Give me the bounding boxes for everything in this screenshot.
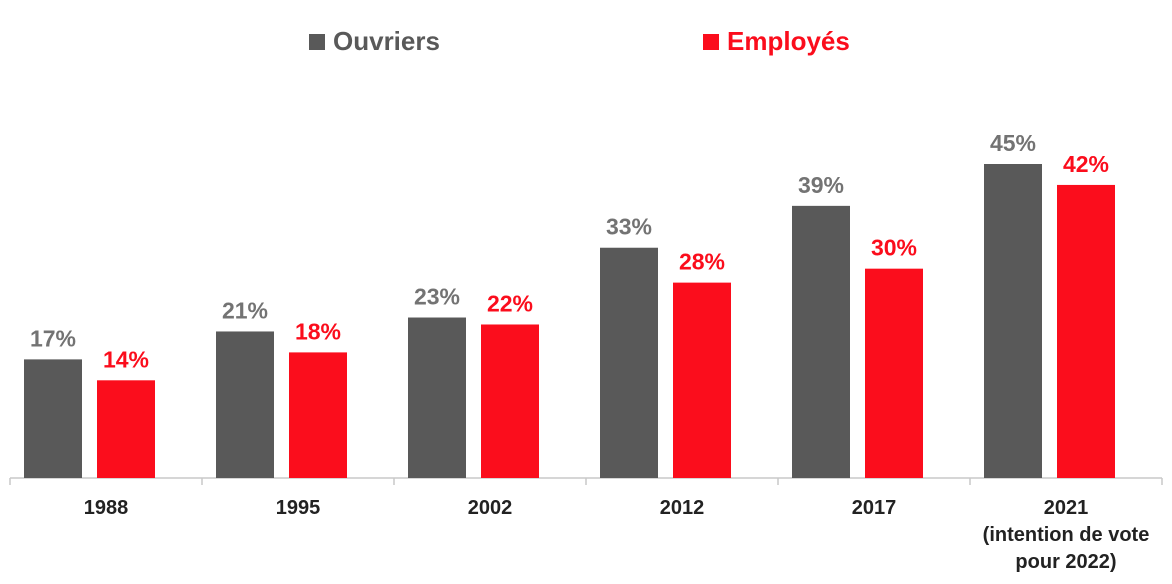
data-label: 30%	[871, 235, 917, 261]
data-label: 22%	[487, 290, 533, 316]
data-label: 39%	[798, 172, 844, 198]
x-tick-label: 2021	[1044, 497, 1089, 519]
legend: Ouvriers Employés	[0, 26, 1172, 58]
bar-ouvriers-2	[408, 317, 466, 478]
bar-employs-2	[481, 324, 539, 478]
x-tick-label: pour 2022)	[1015, 551, 1116, 573]
x-tick-label: 1995	[276, 497, 321, 519]
data-label: 14%	[103, 346, 149, 372]
data-label: 45%	[990, 130, 1036, 156]
bar-ouvriers-1	[216, 331, 274, 478]
bar-employs-4	[865, 268, 923, 478]
data-label: 17%	[30, 325, 76, 351]
x-tick-label: 2012	[660, 497, 705, 519]
data-label: 33%	[606, 214, 652, 240]
legend-swatch-employes	[703, 33, 719, 50]
bar-employs-0	[97, 380, 155, 478]
legend-item-ouvriers: Ouvriers	[309, 26, 440, 57]
bar-ouvriers-3	[600, 247, 658, 478]
bar-ouvriers-4	[792, 205, 850, 478]
data-label: 23%	[414, 284, 460, 310]
bar-employs-1	[289, 352, 347, 478]
data-label: 21%	[222, 297, 268, 323]
bar-ouvriers-0	[24, 359, 82, 478]
x-tick-label: 2002	[468, 497, 513, 519]
legend-label-employes: Employés	[727, 26, 850, 56]
legend-label-ouvriers: Ouvriers	[333, 26, 440, 56]
x-tick-label: 1988	[84, 497, 129, 519]
x-tick-label: (intention de vote	[983, 524, 1150, 546]
x-tick-label: 2017	[852, 497, 897, 519]
legend-swatch-ouvriers	[309, 33, 325, 50]
bar-employs-3	[673, 282, 731, 478]
bar-ouvriers-5	[984, 164, 1042, 478]
data-label: 28%	[679, 249, 725, 275]
data-label: 42%	[1063, 151, 1109, 177]
legend-item-employes: Employés	[703, 26, 850, 57]
data-label: 18%	[295, 318, 341, 344]
bar-employs-5	[1057, 184, 1115, 478]
